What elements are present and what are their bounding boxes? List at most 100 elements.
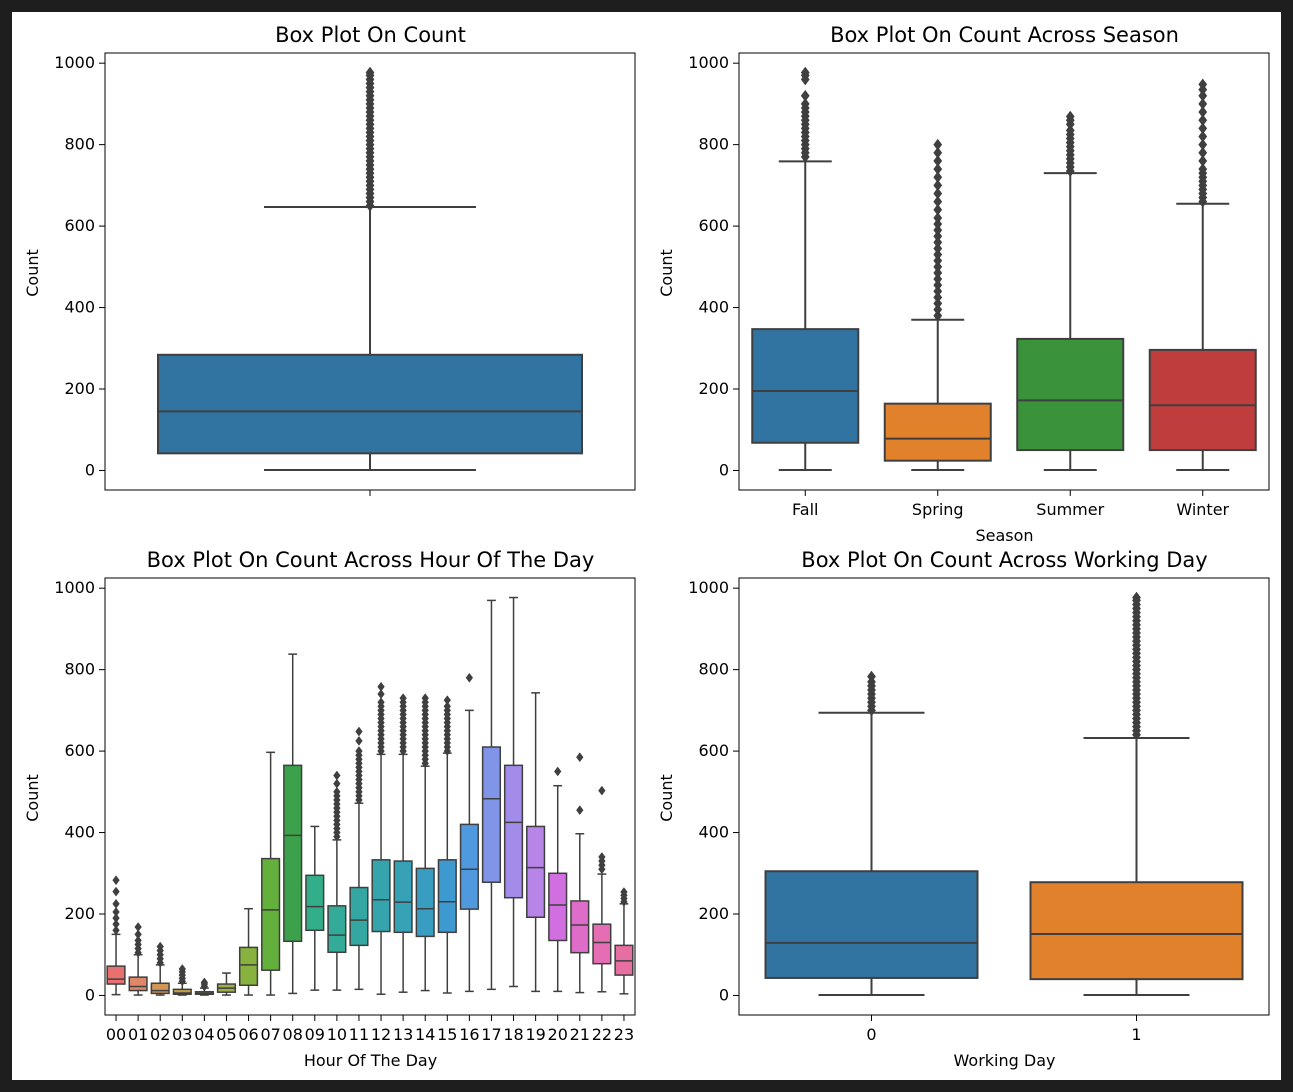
outlier-point bbox=[443, 695, 451, 706]
outlier-point bbox=[933, 230, 943, 243]
outlier-point bbox=[134, 935, 142, 946]
outlier-point bbox=[112, 925, 120, 936]
x-tick-label: 07 bbox=[260, 1025, 280, 1044]
box-11 bbox=[349, 726, 369, 991]
x-tick-label: 16 bbox=[459, 1025, 479, 1044]
outlier-point bbox=[112, 875, 120, 886]
x-tick-label: 21 bbox=[570, 1025, 590, 1044]
outlier-point bbox=[800, 66, 810, 79]
outlier-point bbox=[1132, 591, 1141, 604]
y-tick-label: 600 bbox=[698, 741, 729, 760]
outlier-point bbox=[112, 898, 120, 909]
box-iqr bbox=[459, 823, 479, 910]
box-iqr bbox=[1016, 337, 1125, 452]
box-iqr bbox=[371, 859, 391, 933]
y-tick-label: 200 bbox=[698, 904, 729, 923]
box-all bbox=[157, 66, 583, 472]
box-17 bbox=[481, 599, 502, 991]
box-12 bbox=[371, 681, 391, 995]
y-tick-label: 800 bbox=[64, 660, 95, 679]
x-tick-label: 12 bbox=[371, 1025, 391, 1044]
box-02 bbox=[150, 941, 170, 996]
y-axis-label: Count bbox=[657, 249, 676, 297]
x-tick-label: 19 bbox=[525, 1025, 545, 1044]
outlier-point bbox=[377, 697, 385, 708]
outlier-point bbox=[377, 689, 385, 699]
plot-title: Box Plot On Count bbox=[275, 23, 466, 47]
outlier-point bbox=[156, 941, 164, 952]
box-iqr bbox=[526, 825, 546, 919]
outlier-point bbox=[933, 146, 943, 159]
x-tick-label: 18 bbox=[503, 1025, 523, 1044]
plot-title: Box Plot On Count Across Season bbox=[830, 23, 1179, 47]
box-07 bbox=[261, 751, 281, 996]
outlier-point bbox=[933, 203, 943, 216]
outlier-point bbox=[933, 179, 943, 192]
box-iqr bbox=[238, 946, 259, 987]
outlier-point bbox=[1198, 138, 1208, 151]
box-iqr bbox=[1029, 881, 1244, 981]
outlier-point bbox=[134, 929, 142, 940]
box-00 bbox=[106, 875, 126, 996]
x-tick-label: 05 bbox=[216, 1025, 236, 1044]
box-iqr bbox=[349, 886, 369, 947]
x-tick-label: 22 bbox=[592, 1025, 612, 1044]
outlier-point bbox=[933, 171, 943, 184]
outlier-point bbox=[620, 887, 628, 897]
x-tick-label: 11 bbox=[349, 1025, 369, 1044]
box-16 bbox=[459, 672, 479, 993]
subplot-working-day: Box Plot On Count Across Working Day Cou… bbox=[657, 548, 1270, 1070]
axes-frame bbox=[104, 52, 636, 491]
outlier-point bbox=[933, 187, 943, 200]
outlier-point bbox=[933, 254, 943, 267]
box-13 bbox=[393, 693, 413, 993]
box-03 bbox=[172, 964, 192, 996]
box-iqr bbox=[437, 859, 457, 934]
outlier-point bbox=[576, 805, 584, 816]
x-tick-label: 06 bbox=[238, 1025, 258, 1044]
outlier-point bbox=[933, 248, 943, 261]
outlier-point bbox=[333, 778, 341, 789]
outlier-point bbox=[1198, 114, 1208, 127]
outlier-point bbox=[933, 224, 943, 237]
y-tick-label: 200 bbox=[698, 379, 729, 398]
box-15 bbox=[437, 695, 457, 994]
box-iqr bbox=[261, 857, 281, 971]
box-14 bbox=[415, 693, 435, 992]
outlier-point bbox=[112, 886, 120, 897]
outlier-point bbox=[1198, 155, 1208, 167]
outlier-point bbox=[933, 260, 943, 273]
outlier-point bbox=[333, 786, 341, 797]
box-iqr bbox=[128, 976, 148, 992]
figure: Box Plot On Count Count 0 200 400 600 800 100… bbox=[12, 12, 1281, 1080]
outlier-point bbox=[933, 279, 943, 292]
box-Fall bbox=[751, 66, 860, 472]
outlier-point bbox=[112, 913, 120, 923]
x-tick-label: 10 bbox=[327, 1025, 347, 1044]
plot-title: Box Plot On Count Across Working Day bbox=[801, 548, 1207, 572]
outlier-point bbox=[933, 242, 943, 255]
box-1 bbox=[1029, 591, 1244, 997]
box-iqr bbox=[592, 923, 612, 965]
box-18 bbox=[503, 596, 524, 988]
x-tick-label: 14 bbox=[415, 1025, 435, 1044]
outlier-point bbox=[1065, 110, 1075, 123]
outlier-point bbox=[112, 907, 120, 917]
box-iqr bbox=[883, 402, 992, 462]
y-tick-label: 400 bbox=[64, 823, 95, 842]
outlier-point bbox=[933, 297, 943, 310]
y-tick-label: 800 bbox=[698, 660, 729, 679]
x-tick-label: 02 bbox=[150, 1025, 170, 1044]
outlier-point bbox=[933, 138, 943, 151]
x-tick-label: 13 bbox=[393, 1025, 413, 1044]
figure-canvas: Box Plot On Count Count 0200400600800100… bbox=[23, 23, 1270, 1070]
outlier-point bbox=[1198, 163, 1208, 175]
outlier-point bbox=[1198, 89, 1208, 102]
outlier-point bbox=[598, 852, 606, 862]
y-tick-label: 1000 bbox=[688, 578, 729, 597]
box-06 bbox=[238, 907, 259, 996]
box-Winter bbox=[1148, 78, 1257, 472]
box-01 bbox=[128, 922, 148, 996]
outlier-point bbox=[1198, 130, 1208, 143]
y-tick-label: 600 bbox=[698, 216, 729, 235]
